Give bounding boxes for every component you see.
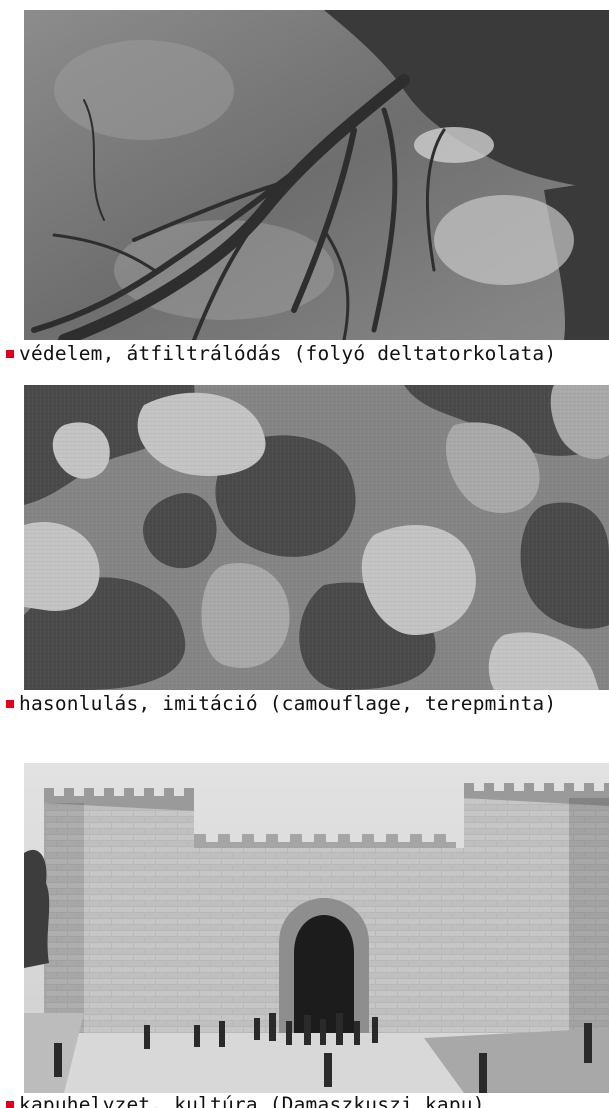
caption-text: hasonlulás, imitáció (camouflage, terepm…: [19, 692, 557, 715]
damascus-gate-image: [24, 763, 609, 1093]
caption-damascus-gate: kapuhelyzet, kultúra (Damaszkuszi kapu): [6, 1094, 485, 1108]
camouflage-image: [24, 385, 609, 690]
caption-camouflage: hasonlulás, imitáció (camouflage, terepm…: [6, 692, 556, 716]
bullet-icon: [6, 699, 14, 708]
bullet-icon: [6, 349, 14, 358]
river-delta-image: [24, 10, 609, 340]
caption-text: védelem, átfiltrálódás (folyó deltatorko…: [19, 342, 557, 365]
caption-text: kapuhelyzet, kultúra (Damaszkuszi kapu): [19, 1094, 485, 1108]
caption-river-delta: védelem, átfiltrálódás (folyó deltatorko…: [6, 342, 556, 366]
bullet-icon: [6, 1100, 14, 1108]
